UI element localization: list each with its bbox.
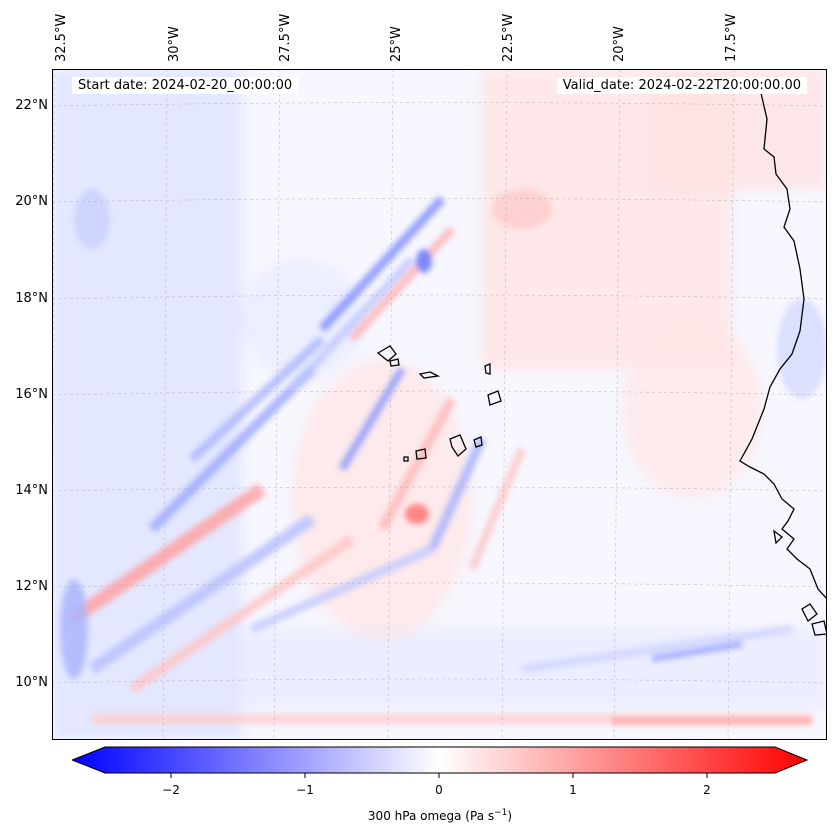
maio bbox=[473, 436, 483, 448]
lon-label-25w: 25°W bbox=[389, 26, 404, 62]
colorbar-title: 300 hPa omega (Pa s−1) bbox=[367, 808, 513, 823]
lon-label-32-5w: 32.5°W bbox=[54, 13, 69, 62]
boa-vista bbox=[487, 390, 502, 406]
santo-antao bbox=[376, 345, 397, 362]
lon-label-20w: 20°W bbox=[612, 26, 627, 62]
map-canvas bbox=[52, 69, 827, 740]
lon-label-27-5w: 27.5°W bbox=[278, 13, 293, 62]
colorbar-bar bbox=[70, 746, 809, 774]
lon-label-17-5w: 17.5°W bbox=[724, 13, 739, 62]
colorbar-tick-1: 1 bbox=[569, 783, 577, 797]
colorbar-svg bbox=[70, 746, 809, 778]
lat-label-12n: 12°N bbox=[15, 579, 48, 594]
sao-vicente bbox=[389, 358, 400, 367]
coastlines bbox=[376, 88, 827, 636]
africa-coastline bbox=[739, 88, 827, 600]
sao-nicolau bbox=[418, 371, 441, 379]
fogo bbox=[415, 448, 427, 460]
colorbar-tick-0: 0 bbox=[435, 783, 443, 797]
map-frame bbox=[52, 69, 827, 740]
omega-map: Start date: 2024-02-20_00:00:00 Valid_da… bbox=[52, 69, 827, 740]
lon-label-22-5w: 22.5°W bbox=[501, 13, 516, 62]
lat-label-14n: 14°N bbox=[15, 483, 48, 498]
santiago bbox=[449, 434, 467, 457]
colorbar bbox=[70, 746, 809, 786]
colorbar-ticks bbox=[170, 773, 708, 778]
brava bbox=[403, 456, 409, 462]
start-date-label: Start date: 2024-02-20_00:00:00 bbox=[72, 77, 299, 94]
sal bbox=[484, 363, 491, 375]
lat-label-16n: 16°N bbox=[15, 387, 48, 402]
lat-label-10n: 10°N bbox=[15, 675, 48, 690]
lat-label-20n: 20°N bbox=[15, 194, 48, 209]
banded-features bbox=[60, 189, 827, 725]
colorbar-tick-2: 2 bbox=[703, 783, 711, 797]
lat-label-22n: 22°N bbox=[15, 98, 48, 113]
lat-label-18n: 18°N bbox=[15, 291, 48, 306]
colorbar-tick-minus-1: −1 bbox=[296, 783, 314, 797]
valid-date-label: Valid_date: 2024-02-22T20:00:00.00 bbox=[556, 77, 807, 94]
colorbar-tick-minus-2: −2 bbox=[162, 783, 180, 797]
lon-label-30w: 30°W bbox=[167, 26, 182, 62]
